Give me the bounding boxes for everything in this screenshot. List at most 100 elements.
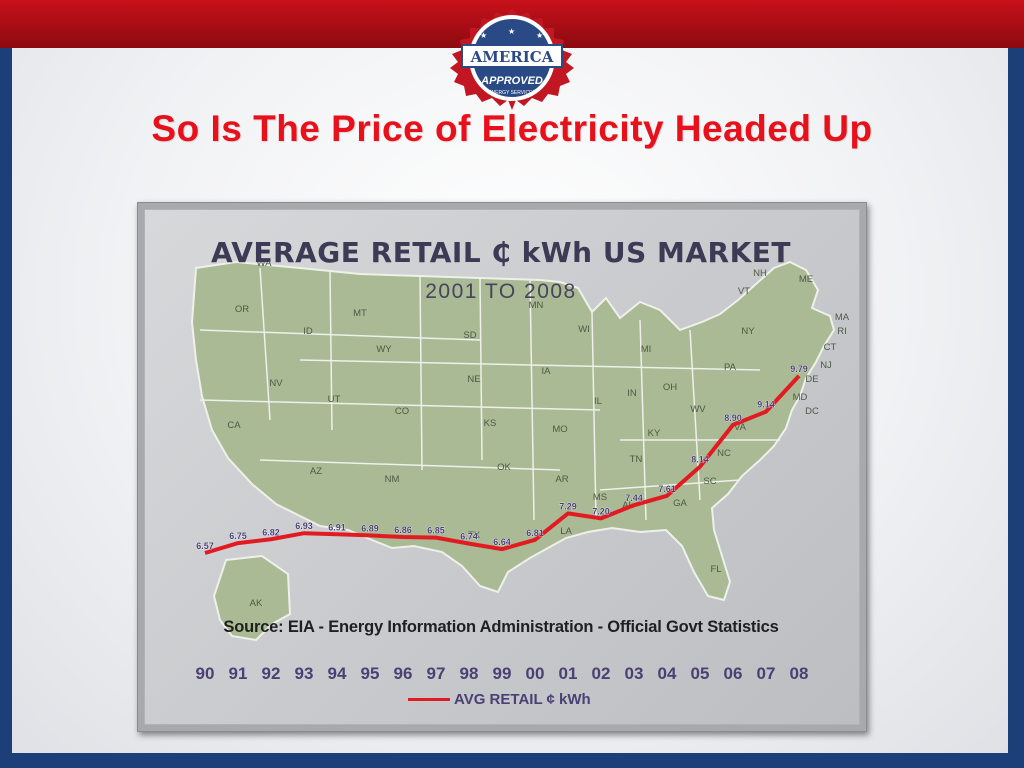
america-approved-logo: AMERICA APPROVED ENERGY SERVICES ★ ★ ★ — [450, 8, 574, 110]
alaska-shape — [212, 554, 292, 642]
data-label-group: 6.57 6.75 6.82 6.93 6.91 6.89 6.86 6.85 6.74 6.64… — [196, 364, 808, 552]
x-tick-97: 97 — [427, 664, 446, 683]
data-label-17: 9.14 — [757, 400, 775, 410]
legend-label: AVG RETAIL ¢ kWh — [454, 690, 591, 708]
svg-text:★: ★ — [480, 31, 487, 40]
state-borders — [199, 267, 780, 521]
data-label-4: 6.91 — [328, 522, 346, 532]
state-label-ny: NY — [741, 326, 755, 337]
data-label-13: 7.44 — [625, 493, 643, 503]
data-label-14: 7.61 — [658, 484, 676, 494]
x-tick-07: 07 — [757, 664, 776, 683]
slide-title: So Is The Price of Electricity Headed Up — [151, 108, 873, 149]
state-label-ga: GA — [673, 498, 687, 509]
logo-text-approved: APPROVED — [480, 75, 543, 87]
state-label-wa: WA — [257, 258, 273, 269]
x-tick-01: 01 — [559, 664, 578, 683]
data-label-6: 6.86 — [394, 525, 412, 535]
x-tick-04: 04 — [658, 664, 677, 683]
state-label-ri: RI — [837, 326, 847, 337]
x-tick-96: 96 — [394, 664, 413, 683]
x-tick-94: 94 — [328, 664, 347, 683]
state-label-co: CO — [395, 406, 409, 417]
us-map: WA OR CA NV ID MT WY UT AZ CO NM SD NE KS OK TX MN IA MO AR… — [190, 258, 850, 642]
legend-swatch — [408, 697, 450, 701]
series-line-group — [204, 374, 801, 555]
logo-text-america: AMERICA — [470, 48, 554, 66]
state-label-ak: AK — [250, 598, 263, 609]
chart-legend: AVG RETAIL ¢ kWh — [408, 689, 591, 709]
state-label-ky: KY — [648, 428, 661, 439]
state-label-oh: OH — [663, 382, 677, 393]
data-label-2: 6.82 — [262, 527, 280, 537]
series-line-avg-retail — [204, 374, 801, 555]
svg-text:★: ★ — [508, 27, 515, 36]
data-label-11: 7.29 — [559, 501, 577, 511]
state-label-ia: IA — [542, 366, 552, 377]
data-label-18: 9.79 — [790, 364, 808, 374]
state-label-or: OR — [235, 304, 249, 315]
chart-subtitle: 2001 TO 2008 — [425, 280, 577, 303]
data-label-8: 6.74 — [460, 532, 478, 542]
state-label-wi: WI — [578, 324, 590, 335]
svg-text:★: ★ — [536, 31, 543, 40]
x-tick-02: 02 — [592, 664, 611, 683]
data-label-16: 8.90 — [724, 413, 742, 423]
x-tick-99: 99 — [493, 664, 512, 683]
state-label-il: IL — [594, 396, 602, 407]
state-label-id: ID — [303, 326, 313, 337]
state-label-mt: MT — [353, 308, 367, 319]
x-tick-95: 95 — [361, 664, 380, 683]
data-label-12: 7.20 — [592, 506, 610, 516]
state-label-ma: MA — [835, 312, 850, 323]
x-tick-92: 92 — [262, 664, 281, 683]
x-tick-93: 93 — [295, 664, 314, 683]
x-tick-03: 03 — [625, 664, 644, 683]
x-tick-90: 90 — [196, 664, 215, 683]
state-label-az: AZ — [310, 466, 322, 477]
x-tick-05: 05 — [691, 664, 710, 683]
state-label-nm: NM — [385, 474, 400, 485]
data-label-15: 8.14 — [691, 455, 709, 465]
state-label-vt: VT — [738, 286, 750, 297]
state-label-ct: CT — [824, 342, 837, 353]
state-label-ca: CA — [227, 420, 241, 431]
us-map-shape — [190, 260, 836, 602]
state-label-fl: FL — [710, 564, 721, 575]
chart-source: Source: EIA - Energy Information Adminis… — [223, 618, 779, 636]
state-label-nc: NC — [717, 448, 731, 459]
state-label-me: ME — [799, 274, 813, 285]
state-label-in: IN — [627, 388, 637, 399]
state-label-ar: AR — [555, 474, 568, 485]
state-label-la: LA — [560, 526, 572, 537]
state-label-ok: OK — [497, 462, 511, 473]
data-label-0: 6.57 — [196, 541, 214, 551]
state-label-nj: NJ — [820, 360, 832, 371]
state-label-nv: NV — [269, 378, 283, 389]
state-label-dc: DC — [805, 406, 819, 417]
state-label-mo: MO — [552, 424, 567, 435]
state-label-sd: SD — [463, 330, 476, 341]
state-label-pa: PA — [724, 362, 737, 373]
data-label-1: 6.75 — [229, 531, 247, 541]
data-label-10: 6.81 — [526, 528, 544, 538]
state-label-ks: KS — [484, 418, 497, 429]
state-label-nh: NH — [753, 268, 767, 279]
state-label-wy: WY — [376, 344, 392, 355]
x-tick-08: 08 — [790, 664, 809, 683]
state-label-sc: SC — [703, 476, 716, 487]
state-label-mn: MN — [529, 300, 544, 311]
logo-text-energy: ENERGY SERVICES — [488, 90, 536, 96]
state-label-de: DE — [805, 374, 818, 385]
state-label-ms: MS — [593, 492, 607, 503]
state-label-tx: TX — [468, 530, 481, 541]
state-label-wv: WV — [690, 404, 706, 415]
state-label-md: MD — [793, 392, 808, 403]
data-label-9: 6.64 — [493, 537, 511, 547]
x-tick-98: 98 — [460, 664, 479, 683]
x-tick-91: 91 — [229, 664, 248, 683]
x-tick-06: 06 — [724, 664, 743, 683]
data-label-7: 6.85 — [427, 526, 445, 536]
data-label-5: 6.89 — [361, 523, 379, 533]
